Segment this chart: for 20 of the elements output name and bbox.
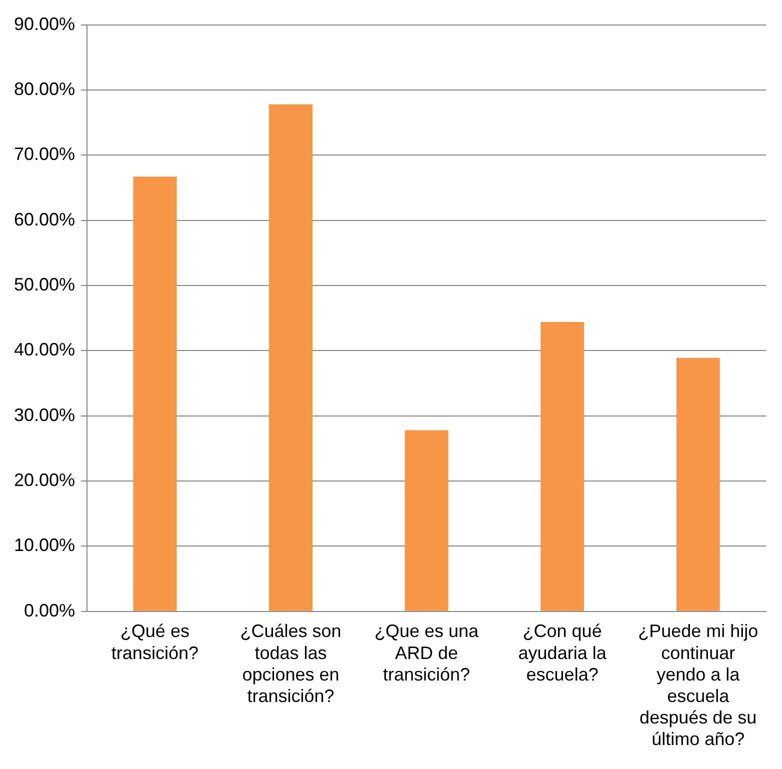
x-tick-label: ¿Que es una ARD de transición? (374, 621, 480, 684)
y-tick-label: 80.00% (14, 78, 76, 99)
x-tick-label: ¿Qué es transición? (111, 621, 198, 663)
bar (540, 322, 584, 611)
y-tick-label: 20.00% (14, 470, 76, 490)
y-tick-label: 40.00% (14, 340, 76, 360)
y-tick-label: 50.00% (14, 274, 76, 294)
bar (269, 104, 312, 611)
x-tick-label: ¿Cuáles son todas las opciones en transición? (240, 621, 342, 706)
y-tick-label: 90.00% (14, 14, 76, 34)
y-tick-label: 30.00% (14, 404, 76, 425)
x-tick-label: ¿Con qué ayudaria la escuela? (518, 621, 608, 684)
bar (404, 430, 448, 611)
bar (676, 358, 720, 611)
y-tick-label: 70.00% (14, 144, 76, 164)
bar (133, 176, 177, 611)
y-tick-label: 60.00% (14, 209, 76, 230)
y-tick-label: 10.00% (14, 535, 76, 556)
y-tick-label: 0.00% (24, 600, 76, 620)
x-tick-label: ¿Puede mi hijo continuar yendo a la escuela después de su último año? (638, 621, 758, 750)
